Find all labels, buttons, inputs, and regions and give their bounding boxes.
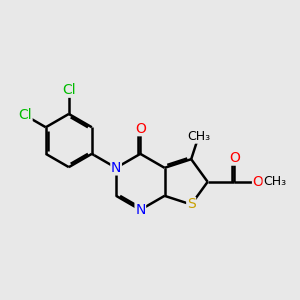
Text: S: S: [187, 197, 196, 212]
Text: CH₃: CH₃: [263, 175, 286, 188]
Text: CH₃: CH₃: [187, 130, 210, 143]
Text: O: O: [229, 151, 240, 165]
Text: O: O: [253, 175, 263, 189]
Text: Cl: Cl: [62, 83, 76, 97]
Text: Cl: Cl: [18, 108, 32, 122]
Text: O: O: [135, 122, 146, 136]
Text: N: N: [111, 161, 121, 175]
Text: N: N: [135, 203, 146, 217]
